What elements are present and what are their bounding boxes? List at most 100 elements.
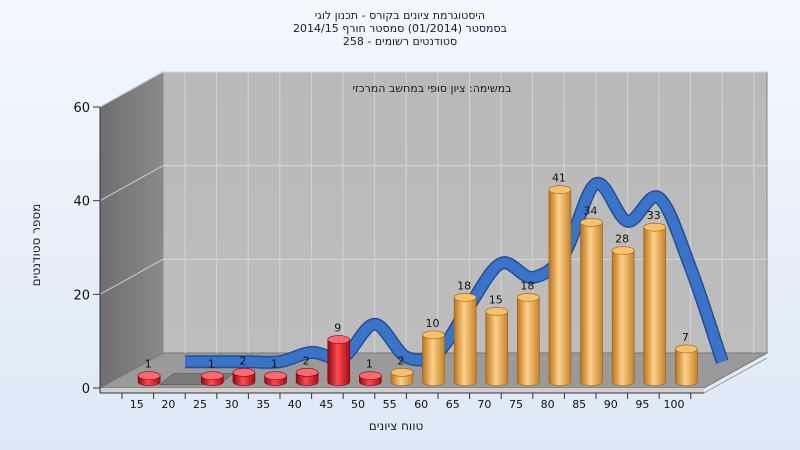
bar-25 — [201, 371, 224, 386]
bar-30 — [232, 368, 256, 386]
x-tick-label-10: 65 — [446, 398, 460, 411]
bar-body-45 — [327, 339, 351, 386]
y-axis-title: מספר סטודנטים — [29, 204, 43, 287]
value-label-95: 33 — [647, 209, 661, 222]
bar-body-95 — [643, 226, 667, 386]
x-tick-label-11: 70 — [477, 398, 491, 411]
y-tick-label-0: 0 — [82, 382, 90, 397]
title-line-1: היסטוגרמת ציונים בקורס - תכנון לוגי — [314, 9, 486, 22]
bar-100 — [675, 344, 698, 386]
y-tick-label-2: 40 — [73, 195, 90, 210]
x-tick-label-13: 80 — [541, 398, 555, 411]
value-label-50: 1 — [366, 358, 373, 371]
bar-body-90 — [611, 250, 635, 386]
gridline-side-1 — [99, 258, 164, 295]
x-tick-label-4: 35 — [256, 398, 270, 411]
x-tick-label-8: 55 — [383, 398, 397, 411]
x-tick-label-7: 50 — [351, 398, 365, 411]
value-label-85: 34 — [584, 204, 598, 217]
bar-body-65 — [453, 297, 477, 386]
x-tick-label-16: 95 — [635, 398, 649, 411]
x-tick-label-12: 75 — [509, 398, 523, 411]
side-wall — [99, 71, 164, 389]
value-label-90: 28 — [615, 233, 629, 246]
bar-cap-40 — [295, 368, 319, 377]
bar-70 — [485, 307, 509, 386]
chart-title: היסטוגרמת ציונים בקורס - תכנון לוגי בסמס… — [0, 9, 800, 48]
x-tick-label-15: 90 — [604, 398, 618, 411]
bar-cap-85 — [580, 218, 603, 227]
bar-cap-45 — [327, 335, 351, 344]
bar-90 — [611, 246, 635, 386]
bar-cap-100 — [675, 344, 698, 354]
bar-55 — [390, 368, 414, 386]
bars — [137, 185, 698, 386]
value-label-40: 2 — [303, 354, 310, 367]
x-tick-label-2: 25 — [193, 398, 207, 411]
floor-front-edge — [100, 388, 704, 393]
bar-body-70 — [485, 311, 509, 386]
y-tick-label-1: 20 — [73, 288, 90, 303]
value-label-35: 1 — [271, 358, 278, 371]
x-tick-label-14: 85 — [572, 398, 586, 411]
axes: 0 20 40 60 15 20 25 30 35 40 45 50 55 60 65 70 75 80 85 90 9… — [73, 101, 768, 411]
bar-body-100 — [675, 348, 698, 386]
x-tick-label-1: 20 — [161, 398, 175, 411]
bar-65 — [453, 293, 477, 386]
value-label-45: 9 — [334, 322, 341, 335]
bar-cap-25 — [201, 371, 224, 381]
x-tick-label-5: 40 — [288, 398, 302, 411]
y-tick-label-3: 60 — [73, 101, 90, 116]
value-label-100: 7 — [682, 331, 689, 344]
value-label-25: 1 — [208, 358, 215, 371]
bar-80 — [548, 185, 572, 386]
x-axis-title: טווח ציונים — [369, 419, 424, 433]
value-label-75: 18 — [520, 279, 534, 292]
bar-cap-65 — [453, 293, 477, 302]
bar-cap-50 — [359, 371, 382, 381]
bar-85 — [580, 218, 603, 386]
title-line-2: בסמסטר (01/2014) סמסטר חורף 2014/15 — [293, 22, 507, 35]
bar-cap-80 — [548, 185, 572, 194]
bar-cap-75 — [517, 293, 540, 302]
bar-15 — [137, 371, 161, 386]
bar-cap-95 — [643, 222, 667, 232]
bar-cap-70 — [485, 307, 509, 316]
x-tick-label-17: 100 — [664, 398, 685, 411]
bar-75 — [517, 293, 540, 386]
bar-50 — [359, 371, 382, 386]
bar-cap-90 — [611, 246, 635, 255]
bar-cap-55 — [390, 368, 414, 377]
bar-body-75 — [517, 297, 540, 386]
value-label-65: 18 — [457, 279, 471, 292]
x-tick-label-0: 15 — [130, 398, 144, 411]
value-label-60: 10 — [426, 317, 440, 330]
value-labels: 1 1 2 1 2 9 1 2 10 18 15 18 41 34 28 33 7 — [145, 172, 689, 371]
x-axis-depth-line — [703, 357, 768, 394]
gridline-side-3 — [99, 71, 164, 108]
bar-cap-15 — [137, 371, 161, 381]
bar-body-85 — [580, 222, 603, 386]
bar-body-60 — [422, 334, 445, 386]
value-label-70: 15 — [489, 293, 503, 306]
bar-cap-30 — [232, 368, 256, 377]
bar-body-80 — [548, 189, 572, 386]
x-tick-label-9: 60 — [414, 398, 428, 411]
bar-40 — [295, 368, 319, 386]
bar-95 — [643, 222, 667, 386]
bar-cap-35 — [264, 371, 287, 381]
bar-35 — [264, 371, 287, 386]
value-label-80: 41 — [552, 172, 566, 185]
chart-subtitle: במשימה: ציון סופי במחשב המרכזי — [352, 82, 511, 95]
bar-60 — [422, 330, 445, 386]
bar-45 — [327, 335, 351, 386]
x-tick-label-3: 30 — [225, 398, 239, 411]
x-tick-label-6: 45 — [319, 398, 333, 411]
title-line-3: סטודנטים רשומים - 258 — [342, 35, 458, 48]
gridline-side-2 — [99, 165, 164, 202]
bar-cap-60 — [422, 330, 445, 340]
value-label-55: 2 — [397, 354, 404, 367]
value-label-15: 1 — [145, 358, 152, 371]
